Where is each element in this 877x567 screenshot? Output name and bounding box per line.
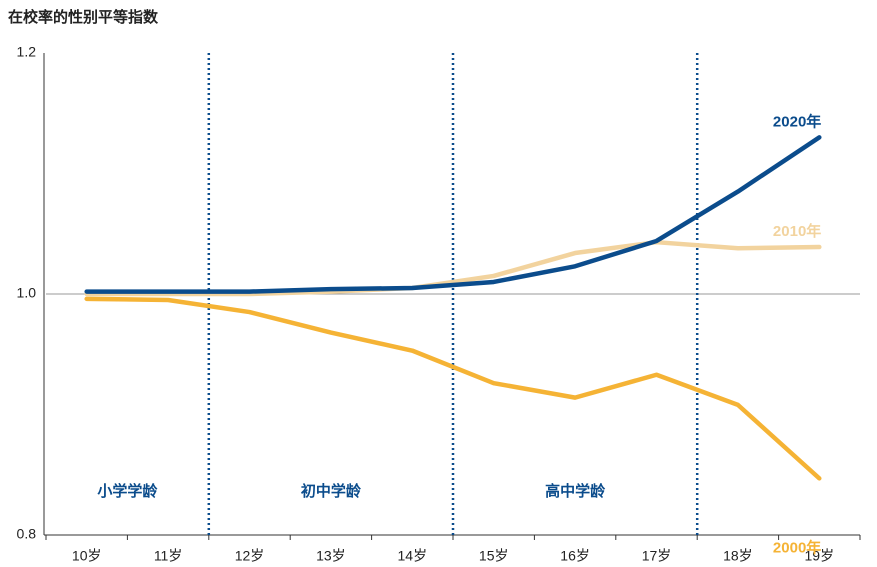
x-tick-label: 13岁 xyxy=(316,548,346,564)
x-tick-label: 15岁 xyxy=(479,548,509,564)
chart-title: 在校率的性别平等指数 xyxy=(8,8,159,26)
series-label: 2020年 xyxy=(773,112,821,130)
x-tick-label: 16岁 xyxy=(560,548,590,564)
y-tick-label: 1.2 xyxy=(17,44,37,60)
x-tick-label: 18岁 xyxy=(723,548,753,564)
y-tick-label: 1.0 xyxy=(17,285,37,301)
stage-label: 小学学龄 xyxy=(97,482,158,500)
stage-label: 初中学龄 xyxy=(301,482,362,500)
series-label: 2000年 xyxy=(773,538,821,556)
line-series xyxy=(84,296,822,481)
y-tick-label: 0.8 xyxy=(17,526,37,542)
line-series xyxy=(84,239,822,297)
x-tick-label: 14岁 xyxy=(398,548,428,564)
stage-label: 高中学龄 xyxy=(545,482,606,500)
x-tick-label: 10岁 xyxy=(72,548,102,564)
x-tick-label: 11岁 xyxy=(154,548,183,564)
x-tick-label: 12岁 xyxy=(235,548,265,564)
x-tick-label: 17岁 xyxy=(642,548,672,564)
x-tick-label: 19岁 xyxy=(805,548,835,564)
series-label: 2010年 xyxy=(773,222,821,240)
line-series xyxy=(84,135,822,294)
